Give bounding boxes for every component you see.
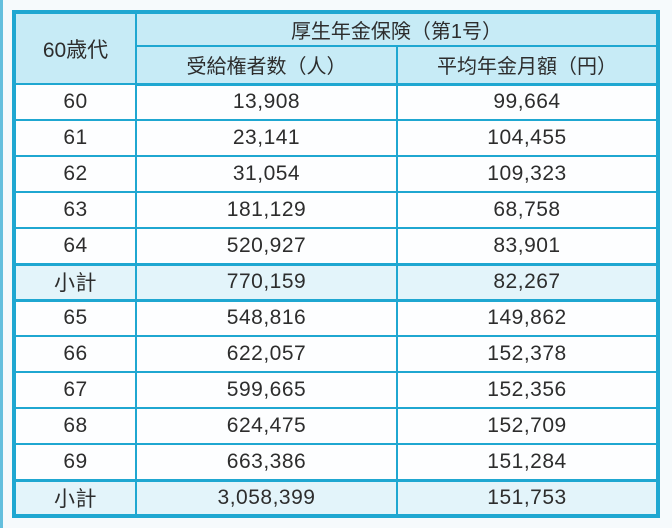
age-cell: 63: [13, 191, 137, 229]
group-header: 厚生年金保険（第1号）: [135, 11, 659, 47]
subtotal-row: 小計 3,058,399 151,753: [13, 478, 659, 518]
recipients-cell: 548,816: [135, 299, 398, 337]
table-row: 69 663,386 151,284: [13, 443, 659, 481]
recipients-cell: 13,908: [135, 83, 398, 121]
col-header-recipients: 受給権者数（人）: [135, 45, 398, 86]
table-body: 60 13,908 99,664 61 23,141 104,455 62 31,054 109…: [13, 83, 659, 518]
avg-amount-cell: 104,455: [396, 119, 659, 157]
age-cell: 67: [13, 371, 137, 409]
pension-table: 60歳代 厚生年金保険（第1号） 受給権者数（人） 平均年金月額（円） 60 13…: [12, 10, 660, 518]
age-cell: 60: [13, 83, 137, 121]
avg-amount-cell: 151,753: [396, 478, 659, 518]
age-cell: 65: [13, 299, 137, 337]
avg-amount-cell: 149,862: [396, 299, 659, 337]
age-cell: 61: [13, 119, 137, 157]
age-cell: 小計: [13, 478, 137, 518]
header-row-columns: 受給権者数（人） 平均年金月額（円）: [14, 45, 659, 86]
age-cell: 62: [13, 155, 137, 193]
table-row: 62 31,054 109,323: [13, 155, 659, 193]
table-row: 65 548,816 149,862: [13, 299, 659, 337]
recipients-cell: 770,159: [135, 262, 398, 302]
recipients-cell: 181,129: [135, 191, 398, 229]
col-header-avg-amount: 平均年金月額（円）: [396, 45, 659, 86]
avg-amount-cell: 109,323: [396, 155, 659, 193]
subtotal-row: 小計 770,159 82,267: [13, 262, 659, 302]
age-cell: 64: [13, 227, 137, 265]
recipients-cell: 23,141: [135, 119, 398, 157]
table-row: 61 23,141 104,455: [13, 119, 659, 157]
age-group-header: 60歳代: [13, 11, 137, 85]
recipients-cell: 599,665: [135, 371, 398, 409]
avg-amount-cell: 82,267: [396, 262, 659, 302]
age-cell: 69: [13, 443, 137, 481]
age-cell: 66: [13, 335, 137, 373]
recipients-cell: 31,054: [135, 155, 398, 193]
age-cell: 小計: [13, 262, 137, 302]
table-row: 64 520,927 83,901: [13, 227, 659, 265]
avg-amount-cell: 151,284: [396, 443, 659, 481]
header-row-group: 60歳代 厚生年金保険（第1号）: [13, 11, 659, 85]
table-row: 68 624,475 152,709: [13, 407, 659, 445]
recipients-cell: 520,927: [135, 227, 398, 265]
table-row: 66 622,057 152,378: [13, 335, 659, 373]
left-edge-strip: [0, 0, 3, 528]
table-row: 60 13,908 99,664: [13, 83, 659, 121]
avg-amount-cell: 152,709: [396, 407, 659, 445]
avg-amount-cell: 152,378: [396, 335, 659, 373]
age-cell: 68: [13, 407, 137, 445]
recipients-cell: 663,386: [135, 443, 398, 481]
table-row: 63 181,129 68,758: [13, 191, 659, 229]
avg-amount-cell: 83,901: [396, 227, 659, 265]
recipients-cell: 624,475: [135, 407, 398, 445]
avg-amount-cell: 99,664: [396, 83, 659, 121]
table-row: 67 599,665 152,356: [13, 371, 659, 409]
avg-amount-cell: 152,356: [396, 371, 659, 409]
recipients-cell: 3,058,399: [135, 478, 398, 518]
avg-amount-cell: 68,758: [396, 191, 659, 229]
recipients-cell: 622,057: [135, 335, 398, 373]
